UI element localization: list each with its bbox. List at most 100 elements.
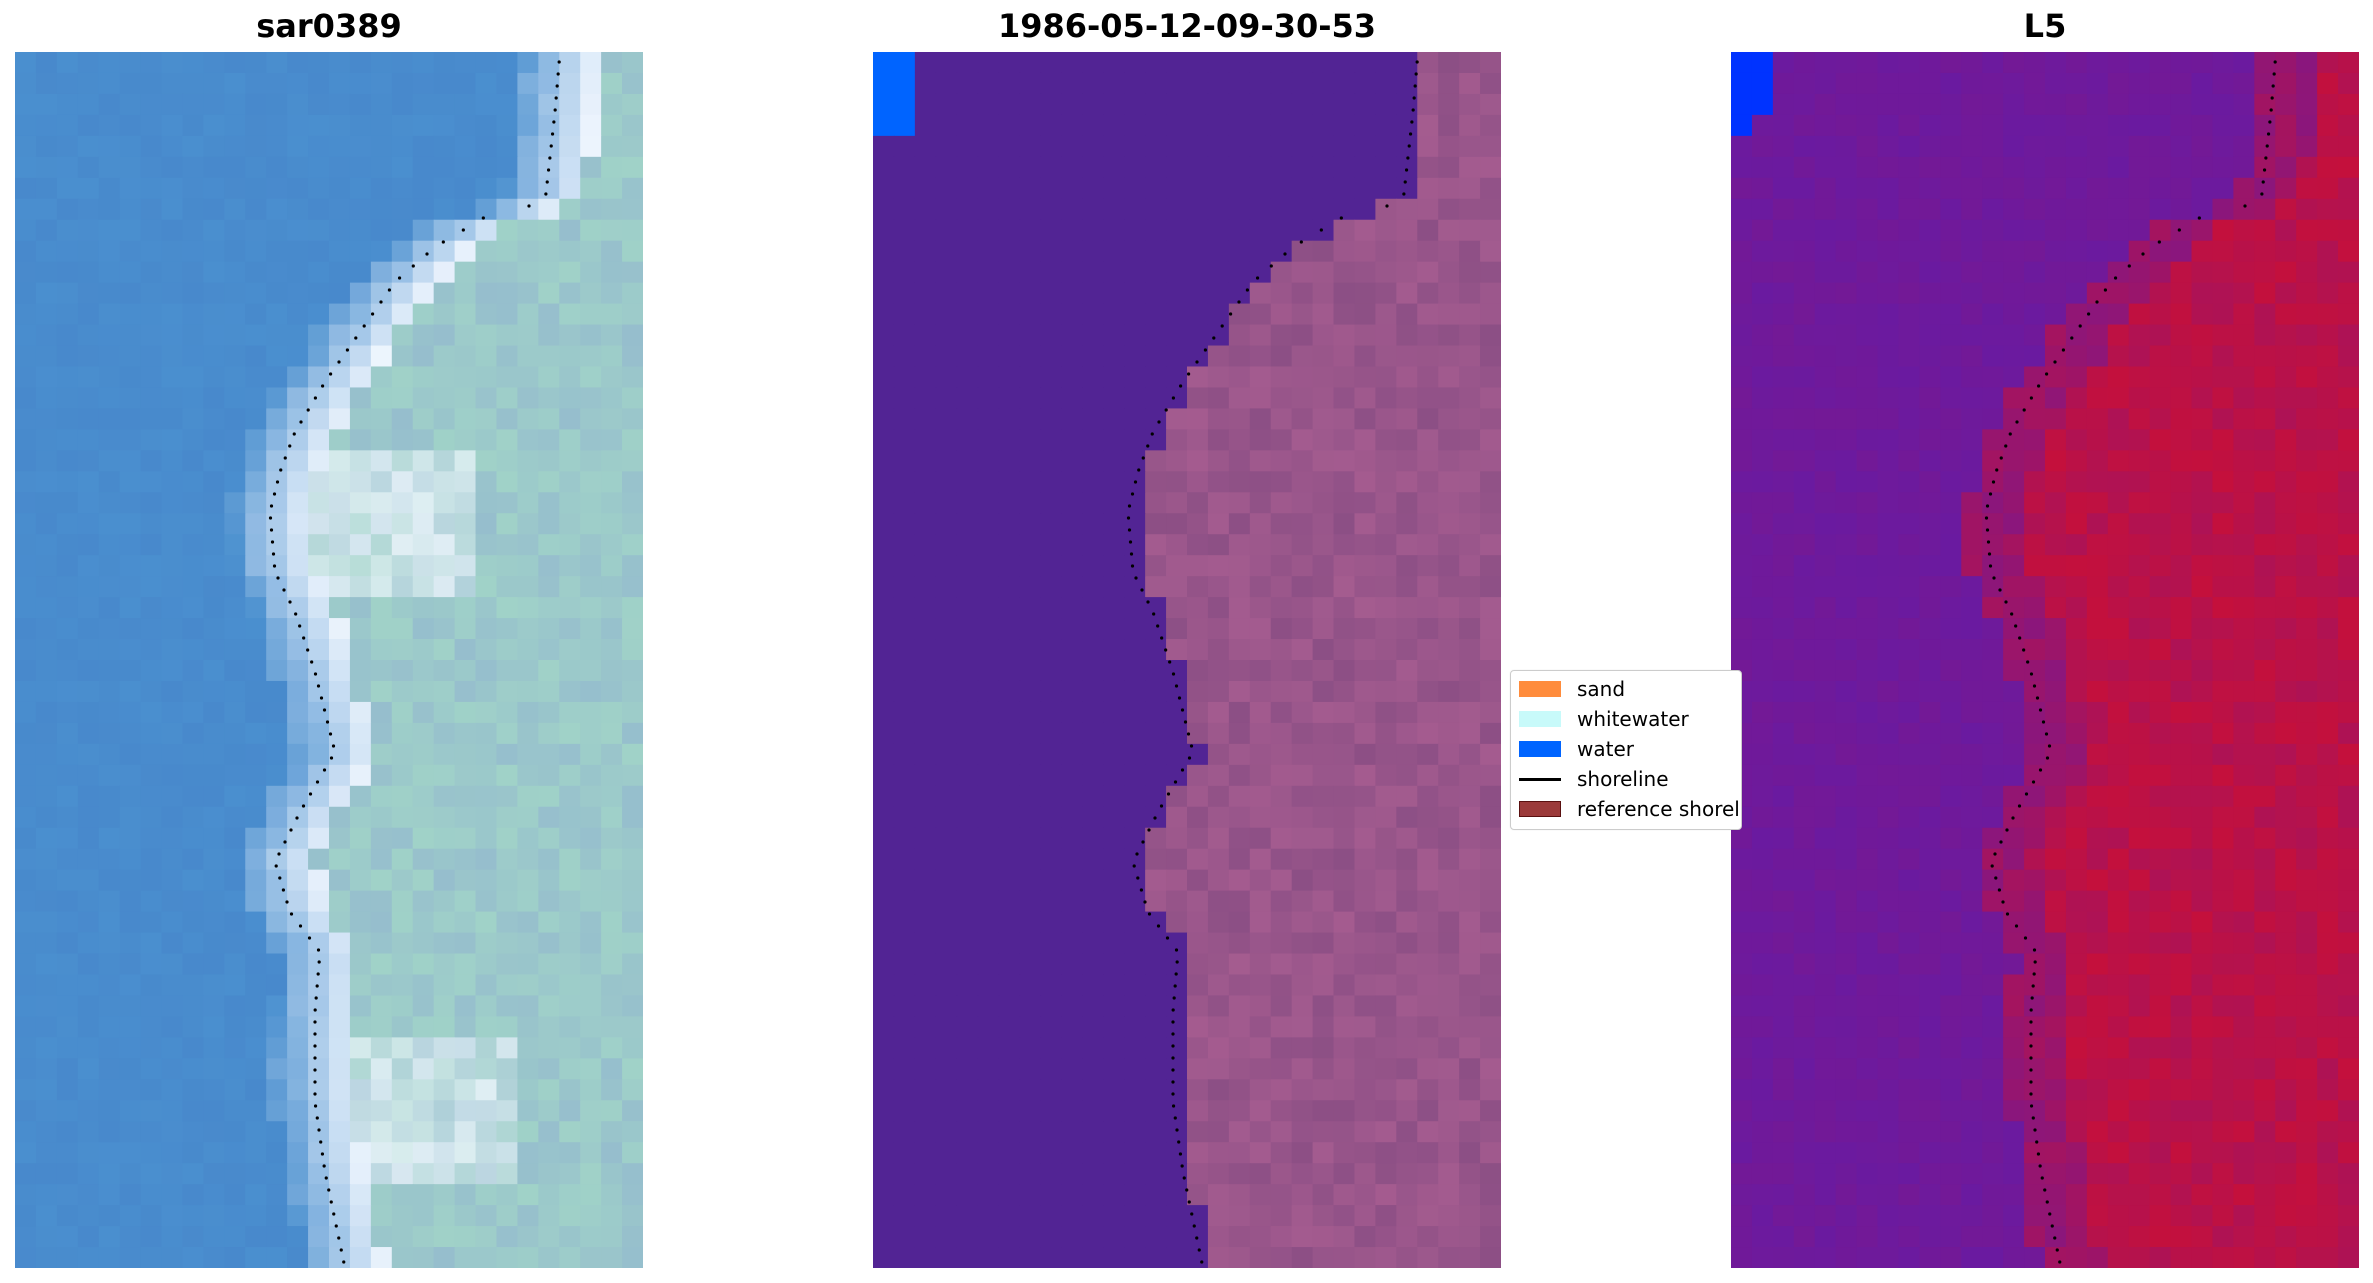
pixel (893, 345, 916, 368)
pixel (977, 764, 1000, 787)
pixel (475, 366, 498, 389)
pixel (914, 387, 937, 410)
pixel (1124, 639, 1146, 661)
pixel (224, 114, 246, 137)
pixel (224, 52, 246, 74)
pixel (119, 597, 142, 619)
pixel (140, 52, 163, 74)
pixel (1438, 722, 1460, 745)
pixel (2296, 660, 2318, 682)
pixel (140, 576, 163, 598)
pixel (308, 156, 330, 179)
pixel (2212, 429, 2234, 451)
pixel (601, 827, 623, 850)
pixel (1228, 324, 1251, 347)
pixel (1772, 722, 1795, 745)
pixel (1291, 806, 1314, 829)
pixel (245, 219, 267, 242)
pixel (370, 198, 393, 221)
pixel (580, 534, 602, 556)
pixel (349, 450, 372, 472)
pixel (1124, 324, 1146, 347)
pixel (1417, 1163, 1439, 1185)
shoreline-point (1195, 1236, 1199, 1240)
pixel (1291, 303, 1314, 326)
pixel (1040, 114, 1062, 137)
pixel (559, 429, 581, 451)
pixel (2003, 261, 2025, 284)
pixel (2149, 345, 2172, 368)
pixel (1751, 534, 1774, 556)
pixel (1291, 135, 1314, 158)
pixel (349, 156, 372, 179)
pixel (1793, 953, 1816, 976)
pixel (1187, 429, 1209, 451)
pixel (1877, 429, 1900, 451)
pixel (349, 324, 372, 347)
pixel (496, 492, 518, 514)
pixel (2045, 198, 2067, 221)
pixel (1187, 198, 1209, 221)
pixel (1835, 52, 1858, 74)
pixel (1480, 387, 1501, 410)
pixel (412, 1058, 435, 1080)
pixel (15, 513, 37, 535)
pixel (15, 282, 37, 305)
pixel (1270, 1121, 1293, 1143)
shoreline-point (1414, 72, 1418, 76)
pixel (266, 1142, 288, 1164)
shoreline-point (283, 840, 287, 844)
pixel (1772, 701, 1795, 724)
pixel (2065, 911, 2088, 934)
pixel (977, 722, 1000, 745)
pixel (329, 869, 351, 892)
pixel (1207, 303, 1230, 326)
pixel (2128, 408, 2151, 430)
shoreline-point (1171, 672, 1176, 676)
pixel (1417, 1205, 1439, 1227)
pixel (245, 1121, 267, 1143)
pixel (2317, 52, 2339, 74)
pixel (1480, 471, 1501, 493)
pixel (412, 303, 435, 326)
pixel (1249, 219, 1272, 242)
pixel (1103, 282, 1125, 305)
pixel (329, 890, 351, 913)
pixel (329, 785, 351, 808)
pixel (2003, 450, 2025, 472)
pixel (1061, 534, 1083, 556)
pixel (2317, 366, 2339, 389)
pixel (349, 597, 372, 619)
pixel (1480, 1226, 1501, 1248)
pixel (15, 1037, 37, 1059)
pixel (1793, 72, 1816, 95)
pixel (1207, 764, 1230, 787)
shoreline-point (555, 84, 559, 88)
pixel (622, 366, 643, 389)
pixel (1480, 680, 1501, 703)
pixel (412, 680, 435, 703)
pixel (1166, 177, 1188, 200)
pixel (935, 93, 958, 116)
pixel (1919, 93, 1941, 116)
pixel (1291, 219, 1314, 242)
pixel (2024, 597, 2046, 619)
shoreline-point (387, 288, 391, 292)
pixel (893, 995, 916, 1018)
pixel (935, 429, 958, 451)
shoreline-point (1173, 780, 1178, 784)
pixel (1919, 450, 1941, 472)
pixel (224, 869, 246, 892)
pixel (161, 240, 184, 263)
pixel (1835, 848, 1858, 871)
pixel (119, 366, 142, 389)
pixel (2024, 282, 2046, 305)
pixel (1982, 785, 2004, 808)
pixel (1249, 408, 1272, 430)
pixel (15, 1016, 37, 1038)
pixel (308, 1142, 330, 1164)
pixel (1103, 911, 1125, 934)
pixel (2275, 450, 2297, 472)
pixel (601, 869, 623, 892)
shoreline-point (329, 1200, 333, 1204)
